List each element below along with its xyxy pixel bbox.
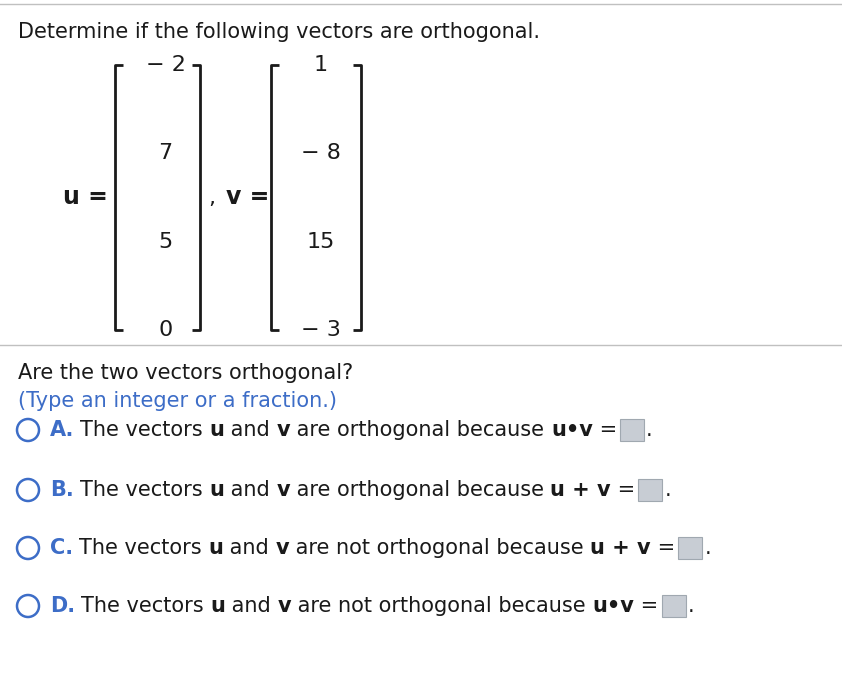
Text: =: = — [651, 538, 675, 558]
Text: u•v: u•v — [552, 420, 593, 440]
Text: .: . — [705, 538, 711, 558]
Text: u: u — [210, 420, 225, 440]
Text: u•v: u•v — [593, 596, 634, 616]
FancyBboxPatch shape — [638, 479, 663, 501]
Text: u + v: u + v — [551, 480, 611, 500]
Text: v: v — [276, 480, 290, 500]
Text: The vectors: The vectors — [80, 420, 210, 440]
Text: u: u — [208, 538, 223, 558]
Text: D.: D. — [50, 596, 75, 616]
Text: .: . — [664, 480, 671, 500]
Text: u + v: u + v — [590, 538, 651, 558]
Text: u =: u = — [63, 185, 108, 210]
Text: A.: A. — [50, 420, 74, 440]
FancyBboxPatch shape — [621, 419, 644, 441]
Text: Are the two vectors orthogonal?: Are the two vectors orthogonal? — [18, 363, 354, 383]
Text: are orthogonal because: are orthogonal because — [290, 420, 552, 440]
Text: =: = — [593, 420, 617, 440]
Text: ,: , — [208, 187, 215, 208]
Text: and: and — [223, 538, 275, 558]
Text: B.: B. — [50, 480, 74, 500]
Text: The vectors: The vectors — [80, 480, 209, 500]
Text: (Type an integer or a fraction.): (Type an integer or a fraction.) — [18, 391, 337, 411]
FancyBboxPatch shape — [662, 595, 685, 617]
Text: are not orthogonal because: are not orthogonal because — [291, 596, 593, 616]
Text: The vectors: The vectors — [81, 596, 210, 616]
Text: v: v — [278, 596, 291, 616]
Text: .: . — [688, 596, 695, 616]
Text: and: and — [224, 480, 276, 500]
Text: − 3: − 3 — [301, 320, 341, 340]
Text: and: and — [226, 596, 278, 616]
Text: v =: v = — [226, 185, 269, 210]
Text: 15: 15 — [306, 232, 335, 251]
Text: 0: 0 — [158, 320, 173, 340]
Text: v: v — [277, 420, 290, 440]
Text: and: and — [225, 420, 277, 440]
Text: =: = — [611, 480, 636, 500]
Text: v: v — [275, 538, 290, 558]
Text: C.: C. — [50, 538, 73, 558]
Text: u: u — [209, 480, 224, 500]
Text: =: = — [634, 596, 658, 616]
Text: The vectors: The vectors — [79, 538, 208, 558]
Text: 1: 1 — [314, 55, 328, 75]
Text: u: u — [210, 596, 226, 616]
Text: − 8: − 8 — [301, 144, 341, 163]
Text: 7: 7 — [158, 144, 173, 163]
Text: Determine if the following vectors are orthogonal.: Determine if the following vectors are o… — [18, 22, 540, 42]
FancyBboxPatch shape — [679, 537, 702, 559]
Text: are orthogonal because: are orthogonal because — [290, 480, 551, 500]
Text: are not orthogonal because: are not orthogonal because — [290, 538, 590, 558]
Text: .: . — [647, 420, 653, 440]
Text: 5: 5 — [158, 232, 173, 251]
Text: − 2: − 2 — [146, 55, 185, 75]
